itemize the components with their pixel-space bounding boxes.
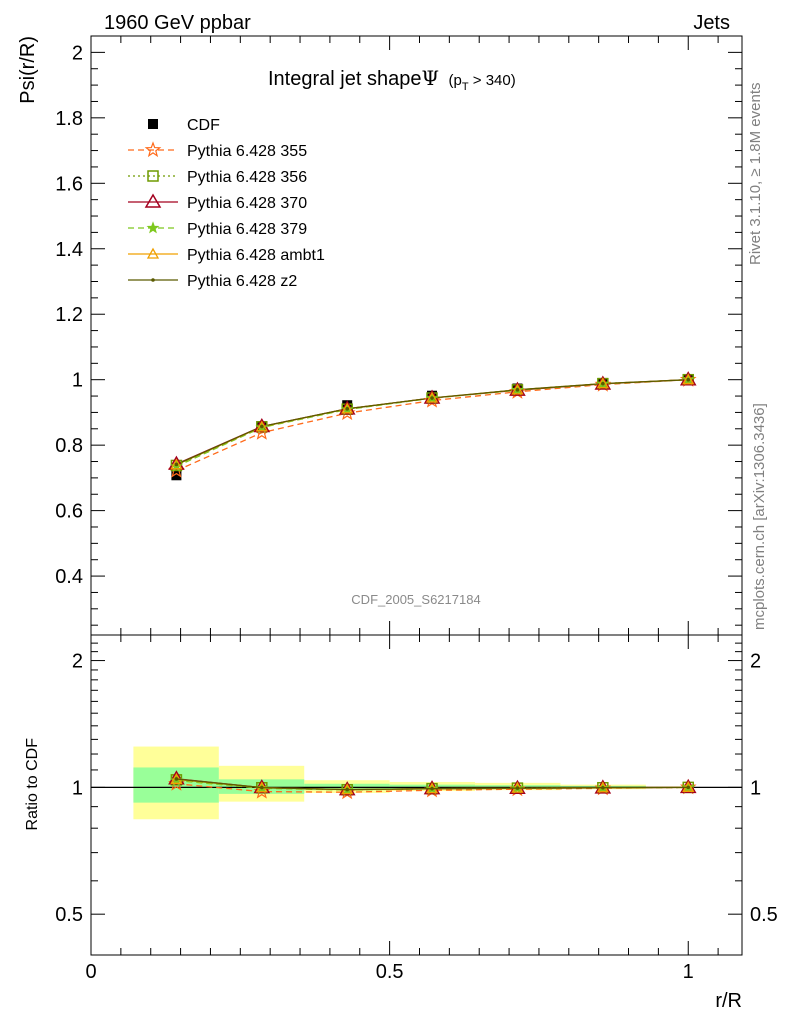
ratio-xtick-label: 1 [683,961,694,983]
chart-title: Integral jet shapeΨ (pT > 340) [268,66,516,93]
series-point-z2 [686,377,691,382]
legend-label-cdf: CDF [187,117,220,134]
series-point-ambt1 [425,391,439,403]
legend: CDF Pythia 6.428 355 Pythia 6.428 356 Pythi… [128,117,325,290]
series-point-ambt1 [170,458,183,470]
legend-label-p379: Pythia 6.428 379 [187,221,307,238]
main-ytick-label: 1.2 [55,304,83,326]
main-ytick-label: 1.6 [55,173,83,195]
series-point-ambt1 [255,420,268,432]
ratio-point-z2 [260,785,264,790]
ratio-panel: 0 0.5 1 0.5 0.5 1 1 2 2 [55,634,778,983]
series-point-ambt1 [682,373,695,385]
legend-marker-p355 [144,141,162,158]
series-point-z2 [174,462,179,467]
pt-cut-sub: T [462,81,469,93]
ratio-point-z2 [345,787,350,792]
ratio-ytick-label-right: 0.5 [750,904,778,926]
ratio-point-z2 [430,786,434,791]
main-ytick-label: 0.8 [55,435,83,457]
cdf-data-point [171,470,182,481]
mcplots-label: mcplots.cern.ch [arXiv:1306.3436] [751,403,768,630]
main-ytick-label: 1 [72,370,83,392]
legend-marker-p379 [146,221,160,234]
series-point-z2 [515,388,520,392]
legend-marker-p370 [144,193,162,208]
pt-cut-prefix: (p [449,72,462,89]
ratio-ytick-label-right: 2 [750,651,761,673]
ratio-point-z2 [174,777,179,781]
ratio-point-z2 [515,786,520,790]
legend-marker-p356 [147,170,159,182]
psi-symbol: Ψ [421,66,439,90]
main-panel: 0.4 0.6 0.8 1 1.2 1.4 1.6 1.8 2 [55,35,743,636]
ratio-xtick-label: 0 [85,961,96,983]
analysis-watermark: CDF_2005_S6217184 [351,592,480,607]
ratio-ytick-label: 2 [72,651,83,673]
ratio-ytick-label-right: 1 [750,777,761,799]
y-axis-label-ratio: Ratio to CDF [24,738,41,831]
chart-title-text: Integral jet shape [268,68,421,90]
legend-marker-cdf [148,119,158,129]
process-label: Jets [693,12,730,34]
ratio-ytick-label: 1 [72,777,83,799]
ratio-point-z2 [601,785,605,790]
series-line-p355 [176,379,689,472]
pt-cut-suffix: > 340) [469,72,516,89]
rivet-label: Rivet 3.1.10, ≥ 1.8M events [747,83,764,266]
ratio-ytick-label: 0.5 [55,904,83,926]
ratio-frame [90,634,743,956]
series-point-ambt1 [341,402,354,414]
series-point-z2 [601,381,605,386]
series-point-ambt1 [596,377,609,389]
main-ytick-label: 0.6 [55,501,83,523]
legend-marker-ambt1 [146,247,160,259]
legend-label-p356: Pythia 6.428 356 [187,169,307,186]
main-ytick-label: 1.8 [55,108,83,130]
x-axis-label: r/R [715,990,742,1012]
energy-label: 1960 GeV ppbar [104,12,251,34]
legend-marker-z2 [151,278,155,282]
main-ytick-label: 1.4 [55,239,83,261]
legend-label-p355: Pythia 6.428 355 [187,143,307,160]
y-axis-label-main: Psi(r/R) [17,36,39,104]
main-ytick-label: 2 [72,42,83,64]
ratio-xtick-label: 0.5 [376,961,404,983]
legend-label-p370: Pythia 6.428 370 [187,195,307,212]
ratio-point-z2 [686,785,691,790]
legend-label-ambt1: Pythia 6.428 ambt1 [187,247,325,264]
series-point-z2 [345,407,350,411]
legend-label-z2: Pythia 6.428 z2 [187,273,297,290]
main-ytick-label: 0.4 [55,566,83,588]
series-point-ambt1 [511,383,524,395]
series-point-z2 [260,424,264,429]
series-point-z2 [430,396,434,400]
